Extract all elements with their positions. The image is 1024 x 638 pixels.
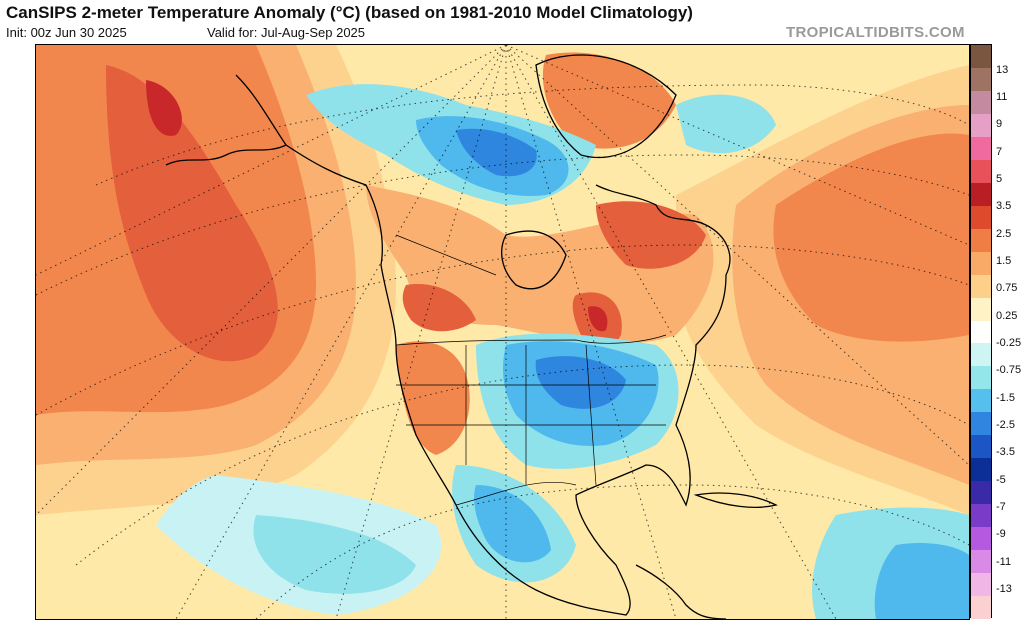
pacific-warm [106,65,278,362]
coastlines [165,54,778,619]
great-lakes-warm-dark [588,306,608,332]
colorbar-segment [971,205,991,230]
colorbar-tick-label: -0.25 [996,337,1022,349]
colorbar-segment [971,389,991,413]
colorbar-segment [971,458,991,482]
north-america-coastline [285,144,731,616]
colorbar-segment [971,343,991,367]
colorbar-segment [971,182,991,207]
cuba-coastline [693,492,778,508]
colorbar-segment [971,136,991,161]
colorbar-tick-label: -9 [996,528,1006,541]
colorbar-tick-label: 0.25 [996,309,1018,322]
colorbar-segment [971,596,991,620]
colorbar-tick-label: -1.5 [996,391,1015,404]
central-america-coastline [635,564,727,619]
colorbar-tick-label: -13 [996,583,1012,595]
western-canada-warm [402,284,476,332]
greenland-coastline [535,54,677,159]
map-canvas [36,45,969,619]
colorbar-tick-label: 7 [996,145,1003,158]
atlantic-warm-mid [773,133,969,342]
colorbar-segment [971,45,991,69]
colorbar-tick-label: -11 [996,555,1012,568]
colorbar-segment [971,435,991,459]
colorbar-tick-label: 5 [996,173,1003,185]
colorbar-segment [971,228,991,253]
colorbar-segment [971,366,991,390]
chart-title: CanSIPS 2-meter Temperature Anomaly (°C)… [6,3,693,22]
temperature-anomaly-map [35,44,970,620]
canada-east-warm [596,201,706,269]
colorbar-tick-label: -3.5 [996,446,1015,459]
colorbar-tick-label: -5 [996,473,1006,486]
colorbar-labels: 13 11 9 7 5 3.5 2.5 1.5 0.75 0.25 -0.25 -0.75 -1.5 -2… [996,44,1024,618]
colorbar-segment [971,67,991,92]
greenland-sea-cool [676,94,776,154]
colorbar-segment [971,504,991,528]
graticule [36,45,969,619]
colorbar-tick-label: 2.5 [996,227,1012,240]
mexico-cool [474,485,551,563]
caribbean-cool [874,543,969,619]
anomaly-fields [36,45,969,619]
colorbar-tick-label: 0.75 [996,282,1018,295]
hudson-bay-coastline [501,230,567,290]
arctic-cool-dark [456,128,537,177]
colorbar-tick-label: -2.5 [996,419,1015,431]
colorbar-tick-label: -0.75 [996,364,1022,377]
init-time: Init: 00z Jun 30 2025 [6,25,127,40]
colorbar-segment [971,251,991,276]
colorbar-segment [971,113,991,138]
colorbar-tick-label: 13 [996,63,1009,76]
colorbar-segment [971,320,991,344]
colorbar-segment [971,297,991,321]
valid-period: Valid for: Jul-Aug-Sep 2025 [207,25,366,40]
colorbar-tick-label: 9 [996,118,1003,131]
colorbar-segment [971,481,991,505]
colorbar-tick-label: 3.5 [996,200,1012,213]
central-us-cool-dark [535,356,626,409]
colorbar [970,44,992,620]
colorbar-tick-label: 11 [996,91,1008,103]
colorbar-tick-label: 1.5 [996,255,1012,267]
colorbar-segment [971,90,991,115]
epac-cool [253,515,416,594]
colorbar-tick-label: -7 [996,501,1006,513]
western-us-warm [396,341,470,455]
colorbar-segment [971,159,991,184]
brand-watermark: TROPICALTIDBITS.COM [786,24,965,41]
pacific-warm-dark [146,80,182,136]
political-borders [395,234,667,506]
colorbar-segment [971,527,991,551]
colorbar-segment [971,274,991,299]
alaska-coastline [165,74,287,166]
greenland-warm [542,52,676,149]
colorbar-segment [971,573,991,597]
colorbar-segment [971,550,991,574]
colorbar-segment [971,412,991,436]
